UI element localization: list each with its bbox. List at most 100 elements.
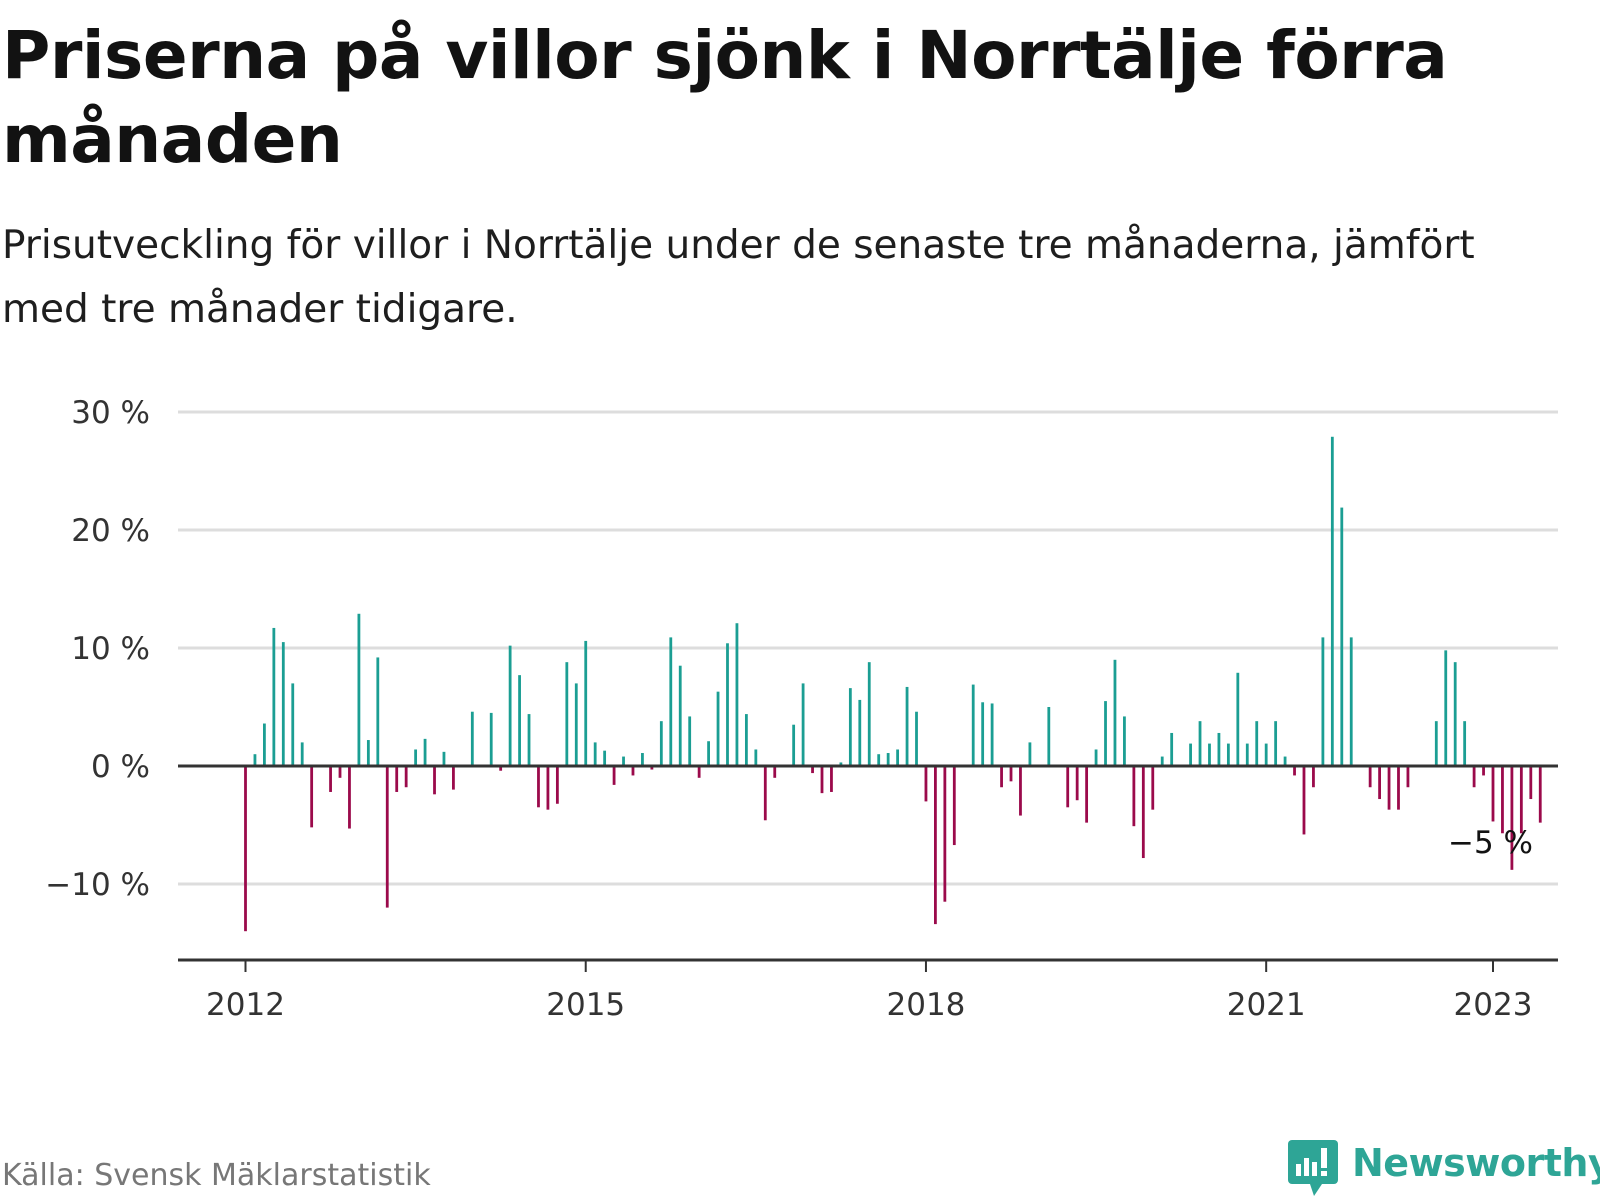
bar (1245, 743, 1249, 766)
bar (971, 684, 975, 766)
bar (905, 686, 909, 766)
bar (820, 766, 824, 794)
bar (1538, 766, 1542, 823)
x-tick-label: 2015 (546, 987, 625, 1023)
annotation: −5 % (1448, 825, 1533, 861)
bar (1434, 721, 1438, 766)
bar (1378, 766, 1381, 800)
bar (395, 766, 399, 792)
bar (546, 766, 550, 810)
bar (1208, 743, 1211, 766)
bar-chart: 30 % 20 % 10 % 0 % −10 % 2012 2015 2018 2021 202… (45, 395, 1558, 1023)
bar (1406, 766, 1410, 788)
bar (499, 766, 503, 771)
brand-name: Newsworthy (1352, 1141, 1600, 1185)
bar (1066, 766, 1070, 808)
y-tick-label: 0 % (91, 749, 150, 785)
x-tick-label: 2018 (887, 987, 966, 1023)
bar (1000, 766, 1003, 788)
brand: Newsworthy (1288, 1140, 1600, 1200)
bar (792, 724, 796, 766)
bar (1453, 662, 1457, 766)
bar (1463, 721, 1467, 766)
bar (338, 766, 342, 778)
bar (1132, 766, 1136, 827)
bar (1321, 637, 1325, 766)
bar (650, 766, 654, 770)
bar (688, 716, 692, 766)
x-tick-label: 2012 (206, 987, 285, 1023)
bar (1019, 766, 1022, 816)
bar (433, 766, 436, 795)
bar (603, 750, 607, 766)
bar (527, 714, 531, 766)
bar (470, 711, 474, 766)
bar (593, 742, 597, 766)
bar (414, 749, 418, 766)
bar (537, 766, 540, 808)
bar (659, 721, 663, 766)
bar (1104, 701, 1107, 766)
bar (442, 751, 446, 766)
bar (1217, 732, 1221, 766)
bar (754, 749, 758, 766)
bar (1349, 637, 1353, 766)
newsworthy-logo-icon (1288, 1140, 1338, 1196)
bar (1312, 766, 1315, 788)
bar (310, 766, 314, 828)
x-tick-label: 2021 (1227, 987, 1306, 1023)
bar (990, 703, 994, 766)
bar (376, 657, 380, 766)
bar (848, 688, 852, 766)
bar (896, 749, 900, 766)
bar (1519, 766, 1523, 834)
bar (763, 766, 767, 821)
bar (943, 766, 947, 902)
bar (934, 766, 937, 925)
bar (877, 754, 881, 766)
bar (1482, 766, 1485, 776)
bar (1160, 756, 1164, 766)
bar (508, 645, 512, 766)
bar (1330, 436, 1334, 766)
bar (1264, 743, 1268, 766)
bar (707, 741, 710, 766)
annotation-label: −5 % (1448, 825, 1533, 861)
bar (452, 766, 455, 790)
bar (886, 753, 890, 766)
bar (1009, 766, 1013, 782)
bar (291, 683, 295, 766)
chart-title: Priserna på villor sjönk i Norrtälje för… (2, 17, 1448, 178)
axes (178, 764, 1558, 962)
bar (631, 766, 635, 776)
bar (1085, 766, 1089, 823)
bar (1141, 766, 1145, 859)
bars (244, 436, 1542, 932)
bar (1274, 721, 1278, 766)
bar (272, 627, 276, 766)
bar (1510, 766, 1514, 870)
bar (565, 662, 569, 766)
bar (1236, 672, 1240, 766)
bar (366, 740, 370, 766)
bar (1226, 743, 1230, 766)
y-tick-label: −10 % (45, 867, 150, 903)
bar (1293, 766, 1296, 776)
bar (1170, 732, 1174, 766)
bar (489, 712, 493, 766)
bar (253, 754, 257, 766)
bar (830, 766, 833, 792)
bar (1028, 742, 1032, 766)
source-note: Källa: Svensk Mäklarstatistik (2, 1158, 431, 1193)
bar (716, 691, 720, 766)
bar (1113, 659, 1117, 766)
bar (811, 766, 814, 774)
bar (1472, 766, 1476, 788)
bar (1340, 507, 1344, 766)
bar (1387, 766, 1391, 810)
bar (858, 699, 862, 766)
bar (300, 742, 304, 766)
bar (1368, 766, 1372, 788)
bar (612, 766, 616, 785)
bar (1283, 756, 1287, 766)
